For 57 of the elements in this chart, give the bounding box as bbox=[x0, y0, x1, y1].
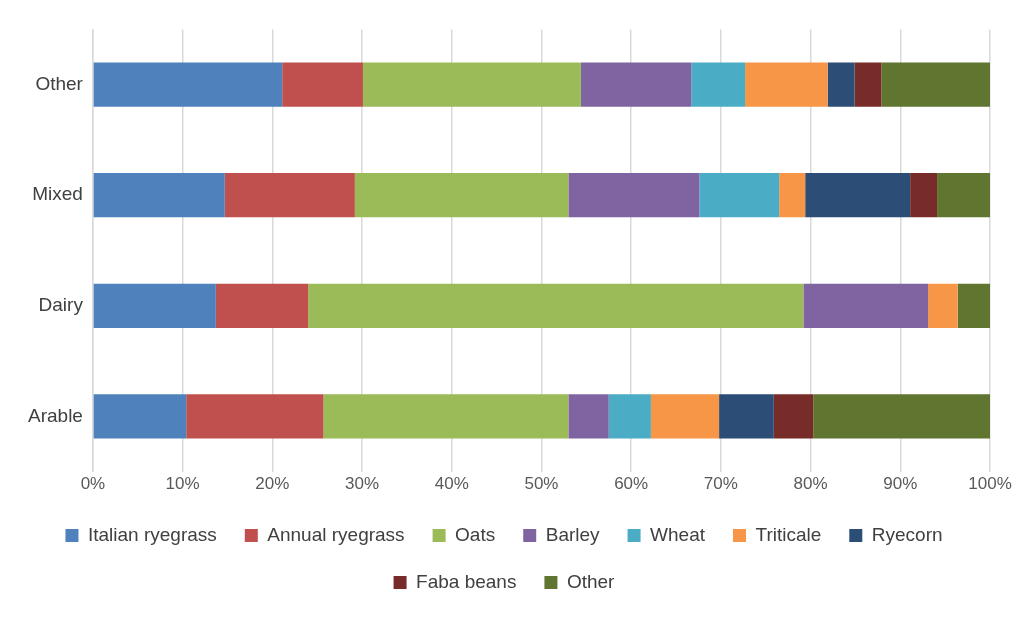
bar bbox=[928, 283, 958, 328]
legend-label: Faba beans bbox=[416, 570, 517, 592]
x-tick-label: 60% bbox=[614, 474, 649, 494]
bar bbox=[93, 283, 216, 328]
x-tick-label: 40% bbox=[434, 474, 469, 494]
y-tick-label: Other bbox=[35, 72, 84, 94]
bar bbox=[93, 62, 283, 107]
bar bbox=[323, 394, 569, 439]
x-tick-label: 0% bbox=[80, 474, 106, 494]
x-tick-label: 80% bbox=[793, 474, 828, 494]
x-tick-label: 100% bbox=[968, 474, 1012, 494]
y-tick-label: Arable bbox=[28, 404, 83, 426]
bar bbox=[699, 173, 780, 218]
bar bbox=[608, 394, 651, 439]
bar bbox=[224, 173, 355, 218]
bar bbox=[805, 173, 911, 218]
bar bbox=[773, 394, 814, 439]
bar bbox=[691, 62, 746, 107]
bar bbox=[186, 394, 324, 439]
x-tick-label: 30% bbox=[345, 474, 380, 494]
bar bbox=[215, 283, 309, 328]
legend-label: Other bbox=[566, 570, 616, 592]
bar bbox=[568, 394, 609, 439]
y-tick-label: Dairy bbox=[38, 294, 84, 316]
bar bbox=[580, 62, 692, 107]
bar bbox=[719, 394, 774, 439]
legend-label: Oats bbox=[455, 523, 496, 545]
bar bbox=[854, 62, 882, 107]
bar bbox=[957, 283, 990, 328]
bar bbox=[745, 62, 828, 107]
bar bbox=[568, 173, 700, 218]
legend-label: Ryecorn bbox=[871, 523, 943, 545]
bar bbox=[881, 62, 990, 107]
legend-label: Barley bbox=[545, 523, 601, 545]
x-tick-label: 20% bbox=[255, 474, 290, 494]
bar bbox=[937, 173, 990, 218]
bar bbox=[803, 283, 929, 328]
bar bbox=[650, 394, 720, 439]
bar bbox=[93, 394, 187, 439]
x-tick-label: 70% bbox=[703, 474, 738, 494]
bar bbox=[308, 283, 804, 328]
legend-label: Triticale bbox=[755, 523, 822, 545]
y-tick-label: Mixed bbox=[32, 183, 83, 205]
legend-label: Annual ryegrass bbox=[267, 523, 405, 545]
bar bbox=[354, 173, 569, 218]
bar bbox=[362, 62, 581, 107]
x-tick-label: 50% bbox=[524, 474, 559, 494]
bar bbox=[779, 173, 806, 218]
legend-label: Wheat bbox=[650, 523, 706, 545]
bar bbox=[827, 62, 855, 107]
x-tick-label: 10% bbox=[165, 474, 200, 494]
bar bbox=[910, 173, 938, 218]
legend-label: Italian ryegrass bbox=[87, 523, 217, 545]
x-tick-label: 90% bbox=[883, 474, 918, 494]
bar bbox=[282, 62, 363, 107]
bar bbox=[813, 394, 990, 439]
bar bbox=[93, 173, 225, 218]
